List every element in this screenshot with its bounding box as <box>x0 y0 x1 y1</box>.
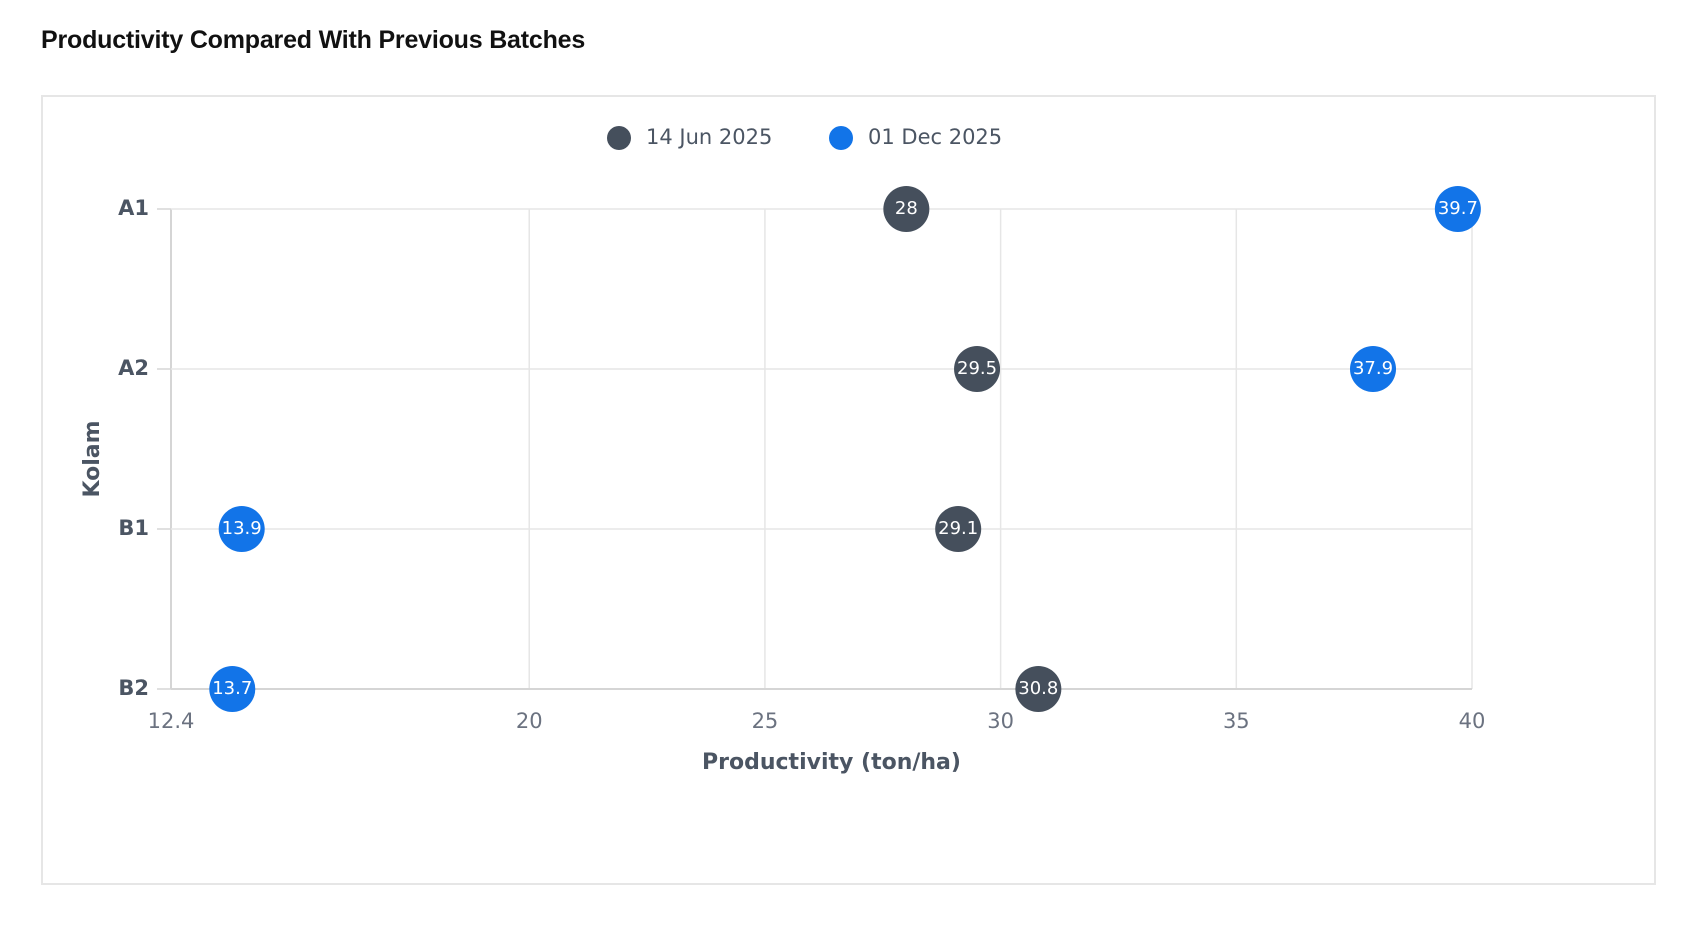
legend-marker <box>607 126 631 150</box>
data-point[interactable]: 28 <box>883 186 930 232</box>
y-tick-label: B1 <box>118 516 149 540</box>
data-point-marker <box>883 186 930 232</box>
x-tick-label: 30 <box>987 709 1014 733</box>
legend-marker <box>829 126 853 150</box>
x-axis-title: Productivity (ton/ha) <box>702 750 961 775</box>
x-tick-label: 20 <box>516 709 543 733</box>
data-point[interactable]: 13.7 <box>209 666 256 712</box>
y-axis-title: Kolam <box>80 420 105 497</box>
x-tick-label: 35 <box>1223 709 1250 733</box>
data-point[interactable]: 37.9 <box>1350 346 1397 392</box>
data-label: 39.7 <box>1438 198 1478 219</box>
x-tick-label: 40 <box>1459 709 1486 733</box>
data-point[interactable]: 30.8 <box>1015 666 1062 712</box>
y-tick-label: A2 <box>118 356 149 380</box>
data-point-marker <box>218 506 265 552</box>
data-label: 37.9 <box>1353 358 1393 379</box>
data-point[interactable]: 29.1 <box>935 506 982 552</box>
data-label: 30.8 <box>1018 678 1058 699</box>
data-point[interactable]: 13.9 <box>218 506 265 552</box>
data-point-marker <box>1015 666 1062 712</box>
data-point[interactable]: 39.7 <box>1434 186 1481 232</box>
legend-item-1[interactable]: 14 Jun 2025 <box>607 125 772 150</box>
data-label: 28 <box>895 198 918 219</box>
data-point-marker <box>935 506 982 552</box>
data-label: 29.1 <box>938 518 978 539</box>
x-tick-label: 25 <box>752 709 779 733</box>
scatter-chart: A1 A2 B1 B2 12.4 20 25 30 35 40 Productivity (ton/… <box>80 125 1486 775</box>
data-point-marker <box>1350 346 1397 392</box>
y-tick-label: B2 <box>118 676 149 700</box>
data-label: 29.5 <box>957 358 997 379</box>
page-title: Productivity Compared With Previous Batc… <box>41 26 586 54</box>
legend-label: 01 Dec 2025 <box>868 125 1002 149</box>
data-label: 13.7 <box>212 678 252 699</box>
data-point-marker <box>209 666 256 712</box>
legend-label: 14 Jun 2025 <box>646 125 772 149</box>
data-point-marker <box>954 346 1001 392</box>
data-point-marker <box>1434 186 1481 232</box>
chart-panel: A1 A2 B1 B2 12.4 20 25 30 35 40 Productivity (ton/… <box>41 95 1656 885</box>
y-tick-label: A1 <box>118 196 149 220</box>
x-tick-label: 12.4 <box>148 709 195 733</box>
legend-item-2[interactable]: 01 Dec 2025 <box>829 125 1002 150</box>
data-point[interactable]: 29.5 <box>954 346 1001 392</box>
data-label: 13.9 <box>222 518 262 539</box>
